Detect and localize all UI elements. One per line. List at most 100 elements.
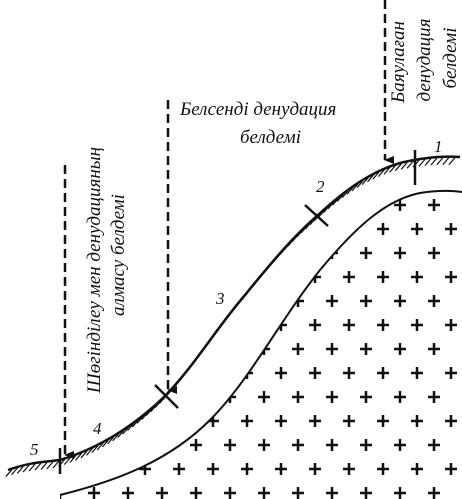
cross bbox=[411, 271, 423, 283]
cross bbox=[156, 247, 168, 259]
cross bbox=[428, 439, 440, 451]
cross bbox=[411, 463, 423, 475]
hatch-stroke bbox=[449, 158, 455, 165]
cross bbox=[428, 343, 440, 355]
cross bbox=[292, 391, 304, 403]
zone-label: денудация bbox=[414, 18, 435, 101]
cross bbox=[105, 319, 117, 331]
cross bbox=[309, 319, 321, 331]
cross bbox=[139, 319, 151, 331]
cross bbox=[275, 367, 287, 379]
cross bbox=[377, 271, 389, 283]
cross bbox=[139, 271, 151, 283]
cross bbox=[292, 439, 304, 451]
cross bbox=[71, 319, 83, 331]
zone-label: Белсенді денудация bbox=[179, 99, 336, 120]
cross bbox=[190, 295, 202, 307]
cross bbox=[224, 247, 236, 259]
cross bbox=[190, 247, 202, 259]
cross bbox=[428, 247, 440, 259]
cross bbox=[71, 271, 83, 283]
cross bbox=[309, 367, 321, 379]
cross bbox=[105, 367, 117, 379]
cross bbox=[292, 247, 304, 259]
cross bbox=[292, 343, 304, 355]
cross bbox=[394, 343, 406, 355]
cross bbox=[377, 415, 389, 427]
cross bbox=[190, 199, 202, 211]
cross bbox=[156, 343, 168, 355]
cross bbox=[360, 487, 372, 499]
cross bbox=[258, 295, 270, 307]
cross bbox=[71, 463, 83, 475]
cross bbox=[190, 391, 202, 403]
cross bbox=[445, 463, 457, 475]
cross bbox=[105, 415, 117, 427]
cross bbox=[241, 415, 253, 427]
cross bbox=[360, 439, 372, 451]
cross bbox=[275, 271, 287, 283]
hatch-stroke bbox=[53, 461, 59, 468]
cross bbox=[377, 319, 389, 331]
cross bbox=[377, 463, 389, 475]
cross bbox=[224, 487, 236, 499]
cross bbox=[71, 223, 83, 235]
cross bbox=[428, 199, 440, 211]
cross bbox=[309, 463, 321, 475]
cross bbox=[122, 487, 134, 499]
cross bbox=[122, 439, 134, 451]
cross bbox=[411, 415, 423, 427]
cross bbox=[360, 247, 372, 259]
cross bbox=[224, 295, 236, 307]
cross bbox=[360, 391, 372, 403]
hatch-stroke bbox=[443, 158, 449, 165]
cross bbox=[156, 439, 168, 451]
point-number: 5 bbox=[30, 440, 39, 459]
cross bbox=[122, 391, 134, 403]
hatch-stroke bbox=[437, 158, 443, 165]
cross bbox=[190, 487, 202, 499]
cross bbox=[258, 247, 270, 259]
cross bbox=[326, 439, 338, 451]
cross bbox=[224, 439, 236, 451]
cross bbox=[275, 463, 287, 475]
cross bbox=[173, 223, 185, 235]
cross bbox=[377, 223, 389, 235]
cross bbox=[394, 391, 406, 403]
cross bbox=[156, 295, 168, 307]
cross bbox=[241, 463, 253, 475]
hatch-stroke bbox=[431, 158, 437, 165]
cross bbox=[326, 487, 338, 499]
cross bbox=[241, 223, 253, 235]
cross bbox=[105, 463, 117, 475]
cross bbox=[173, 415, 185, 427]
cross bbox=[343, 319, 355, 331]
point-number: 1 bbox=[434, 137, 443, 156]
cross bbox=[377, 367, 389, 379]
cross bbox=[445, 367, 457, 379]
slope-diagram: Белсенді денудация белдемі Баяулаған ден… bbox=[0, 0, 462, 499]
cross bbox=[190, 439, 202, 451]
point-number: 2 bbox=[316, 177, 325, 196]
cross bbox=[360, 343, 372, 355]
cross bbox=[207, 271, 219, 283]
cross bbox=[241, 271, 253, 283]
cross bbox=[207, 463, 219, 475]
cross bbox=[156, 199, 168, 211]
cross bbox=[326, 343, 338, 355]
cross bbox=[394, 487, 406, 499]
cross bbox=[411, 223, 423, 235]
cross bbox=[411, 367, 423, 379]
cross bbox=[394, 439, 406, 451]
cross bbox=[224, 199, 236, 211]
cross bbox=[224, 343, 236, 355]
hatch-stroke bbox=[419, 159, 425, 166]
hatch-stroke bbox=[47, 462, 53, 469]
cross bbox=[428, 391, 440, 403]
cross bbox=[275, 415, 287, 427]
zone-label: белдемі bbox=[440, 27, 461, 88]
cross bbox=[343, 271, 355, 283]
cross bbox=[173, 463, 185, 475]
cross bbox=[207, 367, 219, 379]
cross bbox=[309, 223, 321, 235]
